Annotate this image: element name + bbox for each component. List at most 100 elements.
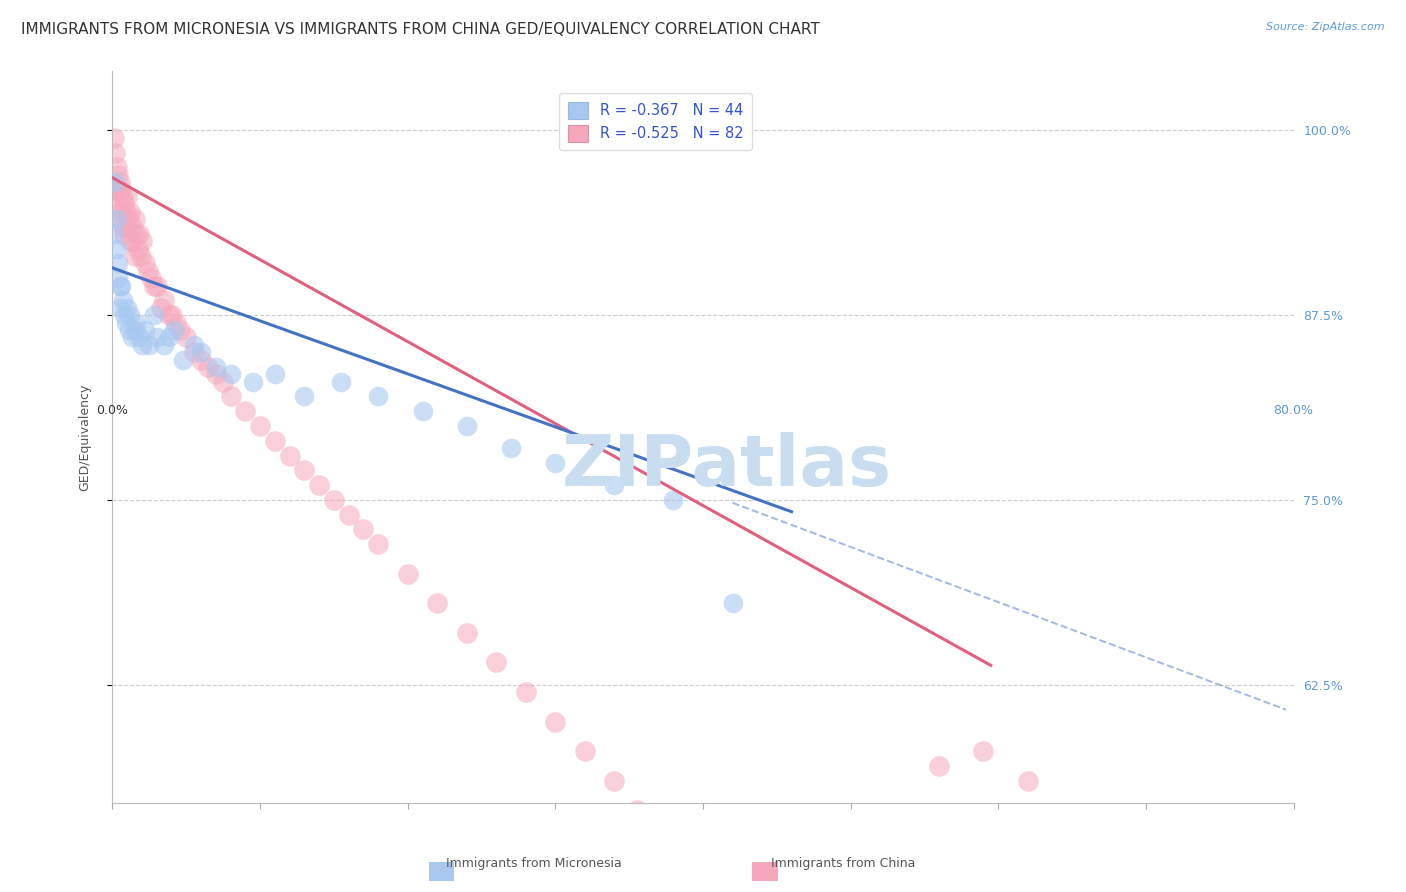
Point [501,441,523,455]
Point [146,278,169,293]
Point [153,293,176,308]
Point [104,175,127,189]
Point [129,249,152,263]
Point [136,264,159,278]
Point [174,330,197,344]
Point [456,625,478,640]
Point [278,449,301,463]
Point [337,508,360,522]
Point [118,323,141,337]
Point [323,492,346,507]
Point [142,308,165,322]
Point [120,204,142,219]
Point [142,278,165,293]
Point [111,293,134,308]
Point [124,212,146,227]
Point [603,773,626,788]
Point [103,131,125,145]
Point [134,256,156,270]
Point [121,330,143,344]
Point [134,323,156,337]
Text: IMMIGRANTS FROM MICRONESIA VS IMMIGRANTS FROM CHINA GED/EQUIVALENCY CORRELATION : IMMIGRANTS FROM MICRONESIA VS IMMIGRANTS… [21,22,820,37]
Point [153,337,176,351]
Point [157,330,180,344]
Point [111,190,134,204]
Point [292,463,315,477]
Point [120,308,142,322]
Point [120,235,142,249]
Point [928,759,950,773]
Point [124,323,146,337]
Point [107,183,129,197]
Legend: R = -0.367   N = 44, R = -0.525   N = 82: R = -0.367 N = 44, R = -0.525 N = 82 [560,94,752,150]
Point [107,168,129,182]
Point [219,389,242,403]
Text: Source: ZipAtlas.com: Source: ZipAtlas.com [1267,22,1385,32]
Point [112,308,135,322]
Point [108,301,131,315]
Point [183,337,205,351]
Point [111,219,134,234]
Point [219,368,242,382]
Point [104,183,127,197]
Point [122,235,145,249]
Point [721,596,744,610]
Point [117,190,138,204]
Point [105,242,128,256]
Point [411,404,433,418]
Point [121,219,143,234]
Point [104,145,127,160]
Point [165,316,187,330]
Point [190,352,212,367]
Point [163,323,186,337]
Point [692,863,714,877]
Text: 80.0%: 80.0% [1274,404,1313,417]
Text: ZIPatlas: ZIPatlas [561,432,891,500]
Point [396,566,419,581]
Point [456,419,478,434]
Point [574,744,596,758]
Point [131,235,153,249]
Point [367,537,389,551]
Point [264,368,287,382]
Point [367,389,389,403]
Point [1017,773,1039,788]
Point [114,316,136,330]
Point [138,337,160,351]
Point [146,330,169,344]
Point [117,219,138,234]
Point [212,375,235,389]
Point [352,523,374,537]
Point [544,714,567,729]
Text: Immigrants from Micronesia: Immigrants from Micronesia [447,856,621,870]
Point [264,434,287,448]
Point [515,685,537,699]
Point [626,803,648,817]
Point [112,197,135,211]
Point [647,832,671,847]
Point [105,197,128,211]
Point [105,161,128,175]
Point [603,478,626,492]
Point [197,359,219,374]
Point [105,212,128,227]
Point [205,359,228,374]
Point [205,368,228,382]
Point [107,271,129,285]
Point [108,204,131,219]
Point [233,404,256,418]
Point [125,316,148,330]
Point [108,278,131,293]
Point [139,271,162,285]
Point [426,596,449,610]
Point [157,308,180,322]
Point [110,212,132,227]
Point [172,352,194,367]
Point [128,330,150,344]
Point [128,227,150,241]
Text: 0.0%: 0.0% [97,404,128,417]
Point [103,227,125,241]
Point [107,256,129,270]
Point [330,375,353,389]
Point [169,323,191,337]
